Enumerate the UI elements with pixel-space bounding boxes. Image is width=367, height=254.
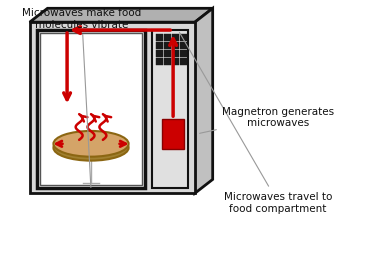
Bar (156, 43, 163, 50)
Text: Microwaves make food
molecules vibrate: Microwaves make food molecules vibrate (22, 8, 142, 188)
Bar (172, 43, 179, 50)
Bar (180, 58, 187, 66)
Bar (180, 43, 187, 50)
Text: Magnetron generates
microwaves: Magnetron generates microwaves (200, 106, 334, 134)
Bar (180, 51, 187, 58)
Text: Microwaves travel to
food compartment: Microwaves travel to food compartment (179, 33, 332, 213)
Bar (162, 120, 184, 149)
Polygon shape (195, 9, 213, 194)
Bar (156, 35, 163, 42)
Bar (164, 51, 171, 58)
Bar (164, 58, 171, 66)
Bar (164, 43, 171, 50)
Bar (156, 51, 163, 58)
Bar (164, 35, 171, 42)
Polygon shape (30, 9, 213, 23)
Bar (172, 58, 179, 66)
Ellipse shape (54, 131, 128, 157)
Bar (40, 34, 142, 186)
Bar (172, 35, 179, 42)
Bar (30, 23, 195, 194)
Bar (180, 35, 187, 42)
Bar (152, 31, 188, 188)
Bar (37, 31, 145, 188)
Bar (156, 58, 163, 66)
Bar (172, 51, 179, 58)
Ellipse shape (54, 135, 128, 161)
